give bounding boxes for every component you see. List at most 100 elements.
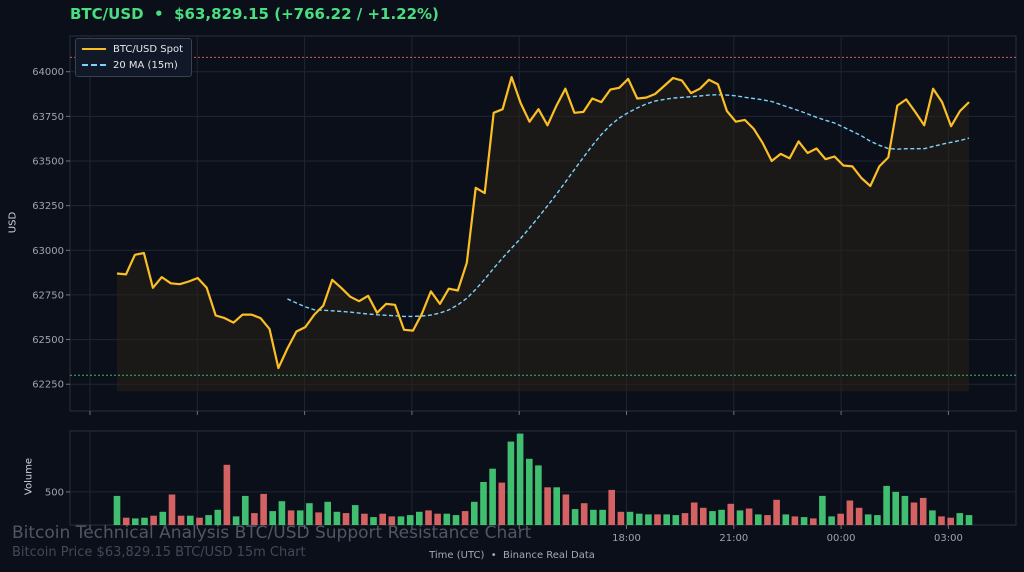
volume-y-tick-label: 500 [45,487,64,498]
volume-bar [736,510,744,525]
volume-bar [452,515,460,525]
volume-bar [828,516,835,525]
volume-bar [892,491,899,525]
volume-bar [370,517,377,525]
volume-bar [874,515,881,525]
volume-plot-area [69,430,1017,526]
volume-bar [196,517,203,525]
volume-bar [855,507,863,525]
volume-bar [177,515,185,525]
volume-bar [919,497,927,525]
price-y-tick-label: 63500 [32,157,64,168]
legend-label-ma: 20 MA (15m) [113,59,178,71]
price-y-tick-label: 63750 [32,112,64,123]
volume-bar [296,510,304,525]
volume-bar [150,515,157,525]
price-y-tick-label: 62500 [32,335,64,346]
watermark-subtitle: Bitcoin Price $63,829.15 BTC/USD 15m Cha… [12,545,306,560]
volume-bar [379,513,386,525]
price-y-tick-label: 63000 [32,246,64,257]
volume-bar [324,501,331,525]
price-area-fill [117,77,969,392]
volume-bar [755,514,762,525]
volume-bar [406,515,414,525]
x-tick-label: 03:00 [934,533,963,544]
x-tick-label: 00:00 [827,533,856,544]
volume-bar [361,513,368,525]
price-header: BTC/USD • $63,829.15 (+766.22 / +1.22%) [70,5,439,23]
legend-label-spot: BTC/USD Spot [113,43,184,55]
volume-bar [727,503,735,525]
volume-bar [883,485,890,525]
price-y-tick-label: 63250 [32,201,64,212]
volume-bar [617,511,625,525]
volume-bar [709,511,716,525]
volume-bar [580,503,588,525]
data-source-label: Binance Real Data [503,550,595,561]
volume-bar [690,502,698,525]
volume-bar [819,495,826,525]
volume-bar [260,493,267,525]
volume-bar [187,515,194,525]
volume-bar [489,468,496,525]
chart-legend: BTC/USD Spot 20 MA (15m) [75,38,192,77]
price-y-axis-label: USD [7,211,19,234]
volume-bar [214,509,222,525]
volume-bar [498,482,506,525]
volume-bar [461,511,469,525]
volume-bar [608,489,615,525]
volume-bar [700,507,707,525]
volume-bar [351,505,359,525]
volume-bar [507,441,515,525]
volume-bar [269,511,276,525]
legend-item-ma: 20 MA (15m) [82,58,178,72]
volume-bar [938,516,945,525]
volume-bar [159,511,167,525]
x-axis-caption: Time (UTC) • Binance Real Data [429,550,595,561]
volume-bar [425,510,432,525]
volume-bar [956,513,964,525]
volume-bar [242,495,249,525]
volume-bar [315,512,322,525]
volume-bar [516,433,524,525]
volume-bar [333,511,341,525]
volume-bar [635,513,643,525]
pair-symbol: BTC/USD [70,5,144,23]
volume-bar [745,508,753,525]
volume-bar [535,465,542,525]
current-price: $63,829.15 [174,5,269,23]
volume-bar [929,510,936,525]
volume-bar [965,515,973,525]
volume-bar [287,510,295,525]
volume-bar [416,511,423,525]
volume-bar [947,517,954,525]
volume-bar [864,514,872,525]
volume-bar [645,514,652,525]
watermark-title: Bitcoin Technical Analysis BTC/USD Suppo… [12,523,532,543]
volume-bar [223,464,231,525]
volume-bar [205,515,212,525]
volume-bar [654,514,661,525]
volume-bar [901,495,909,525]
price-change: (+766.22 / +1.22%) [274,5,439,23]
header-separator: • [143,5,175,23]
volume-bar [471,501,478,525]
volume-bar [846,500,854,525]
volume-bar [388,516,396,525]
volume-bar [562,494,570,525]
volume-bar [910,502,918,525]
volume-bar [718,509,725,525]
volume-bar [251,513,258,525]
volume-bar [791,516,799,525]
volume-bar [141,517,148,525]
volume-bar [764,515,771,525]
volume-bar [590,509,597,525]
volume-bar [397,516,405,525]
x-tick-label: 21:00 [719,533,748,544]
volume-y-axis-label: Volume [23,457,35,496]
volume-bar [306,503,313,525]
x-tick-label: 18:00 [612,533,641,544]
volume-bar [599,509,606,525]
volume-bar [168,494,176,525]
